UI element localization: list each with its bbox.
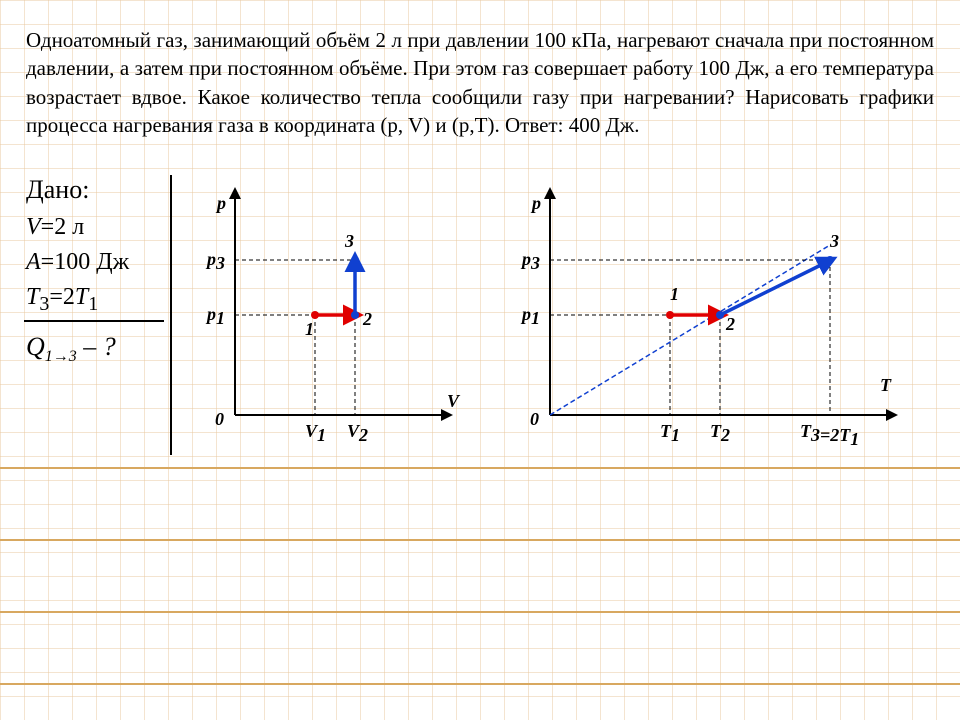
given-values: V=2 лA=100 ДжT3=2T1: [26, 210, 129, 318]
svg-text:3: 3: [344, 231, 354, 251]
pv-origin: 0: [215, 409, 224, 429]
svg-text:p3: p3: [205, 249, 225, 273]
svg-text:V1: V1: [305, 421, 326, 445]
svg-text:3: 3: [829, 231, 839, 251]
pt-ylabel: p: [530, 193, 541, 213]
svg-text:p1: p1: [520, 304, 540, 328]
given-heading: Дано:: [26, 175, 89, 205]
given-divider: [24, 320, 164, 322]
pt-origin: 0: [530, 409, 539, 429]
svg-text:1: 1: [305, 319, 314, 339]
unknown: Q1→3 – ?: [26, 332, 116, 366]
svg-text:2: 2: [725, 314, 735, 334]
svg-text:p3: p3: [520, 249, 540, 273]
svg-text:p1: p1: [205, 304, 225, 328]
svg-text:T3=2T1: T3=2T1: [800, 421, 859, 445]
pv-ylabel: p: [215, 193, 226, 213]
svg-text:V2: V2: [347, 421, 368, 445]
svg-text:T1: T1: [660, 421, 680, 445]
svg-text:2: 2: [362, 309, 372, 329]
problem-statement: Одноатомный газ, занимающий объём 2 л пр…: [26, 26, 934, 139]
pt-xlabel: T: [880, 375, 892, 395]
chart-pt: 0 p T p3 p1 T1 T2 T3=2T1 1 2 3: [510, 185, 910, 445]
given-vbar: [170, 175, 172, 455]
svg-text:1: 1: [670, 284, 679, 304]
svg-text:T2: T2: [710, 421, 730, 445]
pv-xlabel: V: [447, 391, 461, 411]
chart-pv: 0 p V p3 p1 V1 V2 1 2 3: [195, 185, 475, 445]
stage: Одноатомный газ, занимающий объём 2 л пр…: [0, 0, 960, 720]
